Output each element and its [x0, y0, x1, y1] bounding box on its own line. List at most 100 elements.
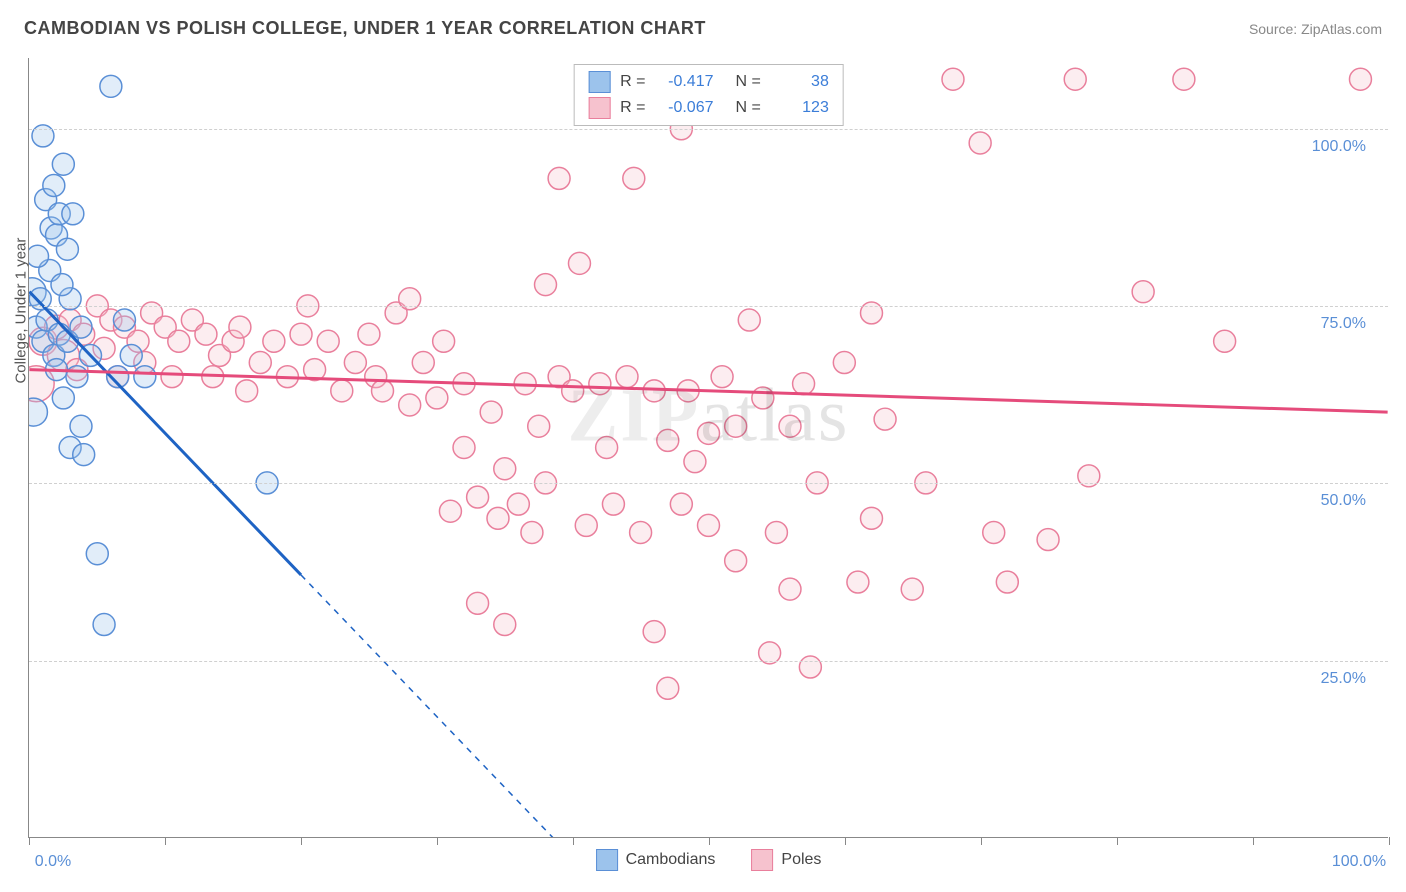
- data-point: [1064, 68, 1086, 90]
- x-tick: [1253, 837, 1254, 845]
- data-point: [793, 373, 815, 395]
- data-point: [799, 656, 821, 678]
- data-point: [996, 571, 1018, 593]
- x-tick: [1389, 837, 1390, 845]
- data-point: [942, 68, 964, 90]
- data-point: [969, 132, 991, 154]
- data-point: [317, 330, 339, 352]
- x-tick: [29, 837, 30, 845]
- stats-n-value: 38: [771, 73, 829, 91]
- data-point: [52, 387, 74, 409]
- data-point: [52, 153, 74, 175]
- data-point: [358, 323, 380, 345]
- stats-box: R =-0.417N =38R =-0.067N =123: [573, 64, 844, 126]
- data-point: [623, 167, 645, 189]
- data-point: [643, 621, 665, 643]
- data-point: [412, 352, 434, 374]
- data-point: [1132, 281, 1154, 303]
- data-point: [861, 507, 883, 529]
- data-point: [521, 521, 543, 543]
- data-point: [86, 543, 108, 565]
- stats-row: R =-0.067N =123: [588, 95, 829, 121]
- legend-item: Poles: [751, 849, 821, 871]
- data-point: [1037, 529, 1059, 551]
- data-point: [535, 274, 557, 296]
- data-point: [602, 493, 624, 515]
- data-point: [901, 578, 923, 600]
- data-point: [983, 521, 1005, 543]
- data-point: [494, 458, 516, 480]
- legend-item: Cambodians: [596, 849, 716, 871]
- data-point: [344, 352, 366, 374]
- data-point: [630, 521, 652, 543]
- data-point: [487, 507, 509, 529]
- data-point: [372, 380, 394, 402]
- data-point: [874, 408, 896, 430]
- chart-area: College, Under 1 year ZIPatlas R =-0.417…: [28, 58, 1388, 838]
- x-tick: [845, 837, 846, 845]
- x-tick: [1117, 837, 1118, 845]
- data-point: [56, 238, 78, 260]
- y-axis-label: College, Under 1 year: [13, 237, 30, 383]
- bottom-legend: Cambodians Poles: [596, 849, 822, 871]
- legend-label: Cambodians: [626, 851, 716, 869]
- stats-r-label: R =: [620, 73, 645, 91]
- data-point: [467, 486, 489, 508]
- data-point: [113, 309, 135, 331]
- data-point: [507, 493, 529, 515]
- data-point: [568, 252, 590, 274]
- stats-n-value: 123: [771, 99, 829, 117]
- data-point: [684, 451, 706, 473]
- data-point: [134, 366, 156, 388]
- data-point: [195, 323, 217, 345]
- data-point: [738, 309, 760, 331]
- data-point: [236, 380, 258, 402]
- chart-source: Source: ZipAtlas.com: [1249, 21, 1382, 37]
- data-point: [575, 514, 597, 536]
- x-tick: [165, 837, 166, 845]
- stats-r-value: -0.417: [656, 73, 714, 91]
- data-point: [657, 429, 679, 451]
- data-point: [51, 274, 73, 296]
- data-point: [698, 422, 720, 444]
- data-point: [62, 203, 84, 225]
- data-point: [467, 592, 489, 614]
- data-point: [43, 174, 65, 196]
- data-point: [100, 75, 122, 97]
- gridline: [29, 661, 1388, 662]
- data-point: [596, 437, 618, 459]
- legend-label: Poles: [781, 851, 821, 869]
- data-point: [29, 398, 47, 426]
- data-point: [725, 550, 747, 572]
- y-tick-label: 50.0%: [1321, 492, 1366, 510]
- data-point: [711, 366, 733, 388]
- x-tick-label: 100.0%: [1332, 853, 1386, 871]
- data-point: [528, 415, 550, 437]
- stats-r-value: -0.067: [656, 99, 714, 117]
- data-point: [73, 444, 95, 466]
- data-point: [399, 394, 421, 416]
- data-point: [229, 316, 251, 338]
- data-point: [161, 366, 183, 388]
- y-tick-label: 100.0%: [1312, 138, 1366, 156]
- x-tick: [437, 837, 438, 845]
- stats-n-label: N =: [736, 99, 761, 117]
- x-tick: [981, 837, 982, 845]
- series-swatch: [588, 71, 610, 93]
- data-point: [290, 323, 312, 345]
- data-point: [833, 352, 855, 374]
- scatter-plot: [29, 58, 1388, 837]
- data-point: [725, 415, 747, 437]
- stats-n-label: N =: [736, 73, 761, 91]
- data-point: [331, 380, 353, 402]
- data-point: [562, 380, 584, 402]
- data-point: [1173, 68, 1195, 90]
- gridline: [29, 483, 1388, 484]
- data-point: [752, 387, 774, 409]
- trend-line-extrapolation: [301, 575, 573, 837]
- data-point: [548, 167, 570, 189]
- trend-line: [29, 370, 1387, 412]
- data-point: [494, 614, 516, 636]
- chart-header: CAMBODIAN VS POLISH COLLEGE, UNDER 1 YEA…: [0, 0, 1406, 51]
- data-point: [779, 578, 801, 600]
